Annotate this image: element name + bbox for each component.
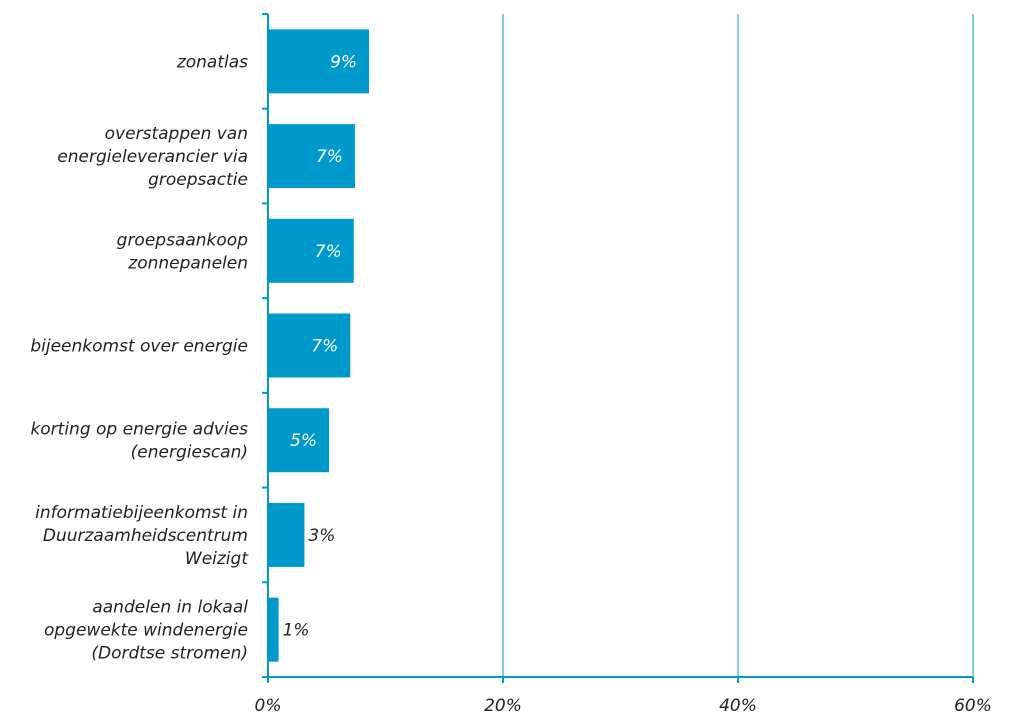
x-tick-label: 60% (954, 696, 992, 716)
data-label: 1% (283, 621, 310, 641)
bar (268, 408, 330, 473)
data-label: 7% (315, 242, 342, 262)
data-label: 7% (311, 337, 338, 357)
data-labels: 9% 7% 7% 7% 5% 3% 1% (283, 52, 357, 640)
data-label: 3% (308, 526, 335, 546)
category-label: overstappen van energieleverancier via gro… (57, 124, 248, 190)
category-label: korting op energie advies (energiescan) (30, 420, 248, 463)
category-label: aandelen in lokaal opgewekte windenergie(… (44, 598, 248, 664)
x-tick-label: 40% (719, 696, 757, 716)
data-label: 7% (316, 147, 343, 167)
data-label: 5% (290, 431, 317, 451)
bar (268, 218, 354, 283)
category-label: bijeenkomst over energie (30, 337, 248, 357)
category-label: zonatlas (176, 52, 248, 72)
data-label: 9% (330, 52, 357, 72)
bars (268, 29, 370, 662)
x-tick-label: 20% (484, 696, 522, 716)
category-labels: zonatlas overstappen van energieleverancie… (30, 52, 249, 663)
category-label: informatiebijeenkomst in Duurzaamheidscen… (35, 503, 249, 569)
bar (268, 502, 305, 567)
x-tick-label: 0% (255, 696, 282, 716)
bar (268, 597, 279, 662)
bar (268, 29, 370, 94)
bar (268, 313, 351, 378)
gridlines (502, 14, 974, 677)
x-tick-labels: 0% 20% 40% 60% (255, 696, 992, 716)
axes (262, 13, 974, 683)
category-label: groepsaankoop zonnepanelen (117, 230, 249, 273)
bar (268, 124, 355, 189)
